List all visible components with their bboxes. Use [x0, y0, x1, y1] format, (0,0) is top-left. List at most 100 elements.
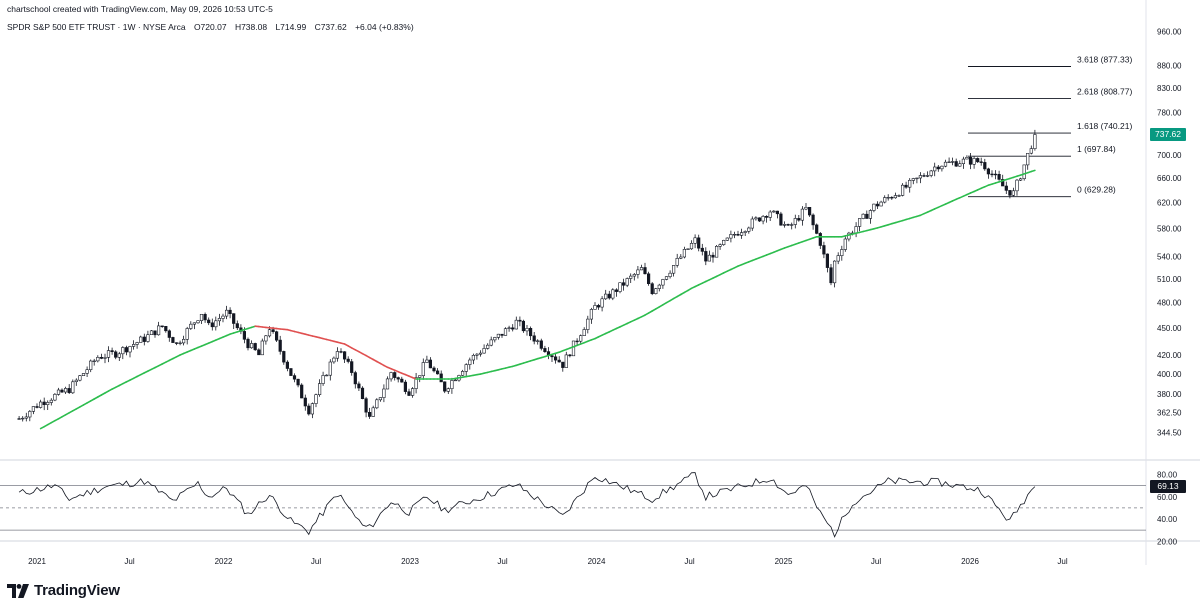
- rsi-axis-label: 40.00: [1157, 515, 1178, 524]
- candle-up: [872, 203, 876, 211]
- candle-up: [64, 388, 68, 393]
- symbol-name[interactable]: SPDR S&P 500 ETF TRUST · 1W · NYSE Arca: [7, 22, 186, 32]
- time-axis-label: Jul: [497, 557, 507, 566]
- candle-down: [983, 162, 987, 170]
- candle-up: [460, 371, 465, 376]
- candle-up: [582, 329, 586, 336]
- price-axis-label: 700.00: [1157, 151, 1182, 160]
- chart-axes: 960.00880.00830.00780.00740.00700.00660.…: [28, 27, 1182, 566]
- candle-up: [772, 210, 776, 213]
- candle-down: [757, 217, 762, 222]
- candle-up: [482, 348, 486, 354]
- candle-up: [103, 357, 107, 359]
- tradingview-brand[interactable]: TradingView: [7, 582, 120, 599]
- candle-up: [761, 216, 765, 222]
- candle-down: [797, 218, 801, 221]
- candle-down: [539, 340, 543, 349]
- price-axis-label: 540.00: [1157, 253, 1182, 262]
- candle-up: [128, 346, 132, 353]
- candle-up: [503, 328, 508, 336]
- candle-down: [303, 397, 307, 407]
- candle-up: [117, 353, 121, 358]
- candle-up: [886, 197, 890, 199]
- candle-down: [561, 361, 565, 368]
- candle-down: [807, 207, 812, 216]
- candle-down: [210, 322, 214, 328]
- candle-up: [450, 380, 454, 389]
- candle-down: [400, 378, 404, 383]
- candle-down: [818, 233, 822, 246]
- rsi-axis-label: 20.00: [1157, 537, 1178, 546]
- candle-down: [357, 383, 361, 389]
- candle-up: [375, 399, 379, 409]
- candle-up: [804, 207, 808, 210]
- candle-down: [403, 381, 408, 392]
- candle-up: [629, 275, 633, 279]
- candle-down: [775, 210, 779, 215]
- candle-down: [596, 305, 601, 308]
- candle-down: [1004, 185, 1008, 191]
- candle-down: [153, 330, 157, 336]
- candle-down: [993, 173, 998, 176]
- candle-up: [661, 279, 665, 286]
- candle-down: [990, 173, 994, 176]
- candle-down: [60, 389, 64, 393]
- candle-down: [296, 378, 300, 386]
- candle-down: [528, 327, 533, 337]
- candle-up: [925, 175, 930, 177]
- candle-down: [764, 216, 769, 218]
- candle-up: [675, 257, 679, 266]
- candle-down: [568, 354, 572, 357]
- candle-down: [646, 273, 651, 284]
- price-axis-label: 660.00: [1157, 174, 1182, 183]
- candle-up: [267, 329, 272, 337]
- candle-up: [618, 282, 622, 292]
- ohlc-high: H738.08: [234, 22, 268, 32]
- candle-up: [24, 416, 28, 419]
- candle-up: [214, 320, 218, 328]
- candle-down: [99, 356, 103, 359]
- candle-down: [292, 375, 297, 380]
- candle-up: [221, 315, 225, 319]
- candle-down: [829, 267, 833, 284]
- candle-up: [958, 163, 962, 167]
- candle-up: [264, 335, 268, 342]
- candle-down: [67, 388, 71, 393]
- candle-down: [164, 325, 168, 332]
- price-axis-label: 960.00: [1157, 27, 1182, 36]
- candle-down: [1001, 179, 1005, 187]
- candle-down: [607, 293, 611, 299]
- time-axis-label: Jul: [1057, 557, 1067, 566]
- candle-up: [421, 362, 425, 376]
- symbol-legend[interactable]: SPDR S&P 500 ETF TRUST · 1W · NYSE Arca …: [7, 22, 420, 32]
- candle-up: [135, 342, 139, 345]
- candle-down: [114, 351, 118, 358]
- candle-up: [496, 333, 501, 338]
- candle-up: [471, 354, 476, 361]
- fibonacci-extension: 0 (629.28) 1 (697.84) 1.618 (740.21) 2.618 …: [968, 55, 1132, 198]
- candle-up: [85, 369, 89, 374]
- candle-up: [639, 267, 644, 271]
- candle-down: [936, 166, 940, 170]
- candle-up: [840, 249, 844, 256]
- candle-up: [28, 411, 32, 418]
- candle-up: [671, 265, 676, 274]
- candle-up: [611, 289, 615, 299]
- candle-up: [468, 359, 472, 365]
- candle-up: [196, 320, 200, 324]
- candle-up: [325, 374, 329, 377]
- candle-down: [257, 349, 261, 356]
- candle-up: [790, 224, 794, 226]
- ohlc-low: L714.99: [275, 22, 307, 32]
- candle-up: [739, 232, 744, 236]
- candle-down: [346, 358, 350, 362]
- candle-down: [274, 331, 279, 341]
- candle-down: [614, 289, 618, 292]
- time-axis-label: Jul: [124, 557, 134, 566]
- candle-up: [382, 388, 386, 398]
- candle-up: [53, 393, 57, 401]
- candle-up: [1018, 178, 1023, 181]
- candle-up: [861, 213, 865, 219]
- candle-up: [78, 375, 82, 381]
